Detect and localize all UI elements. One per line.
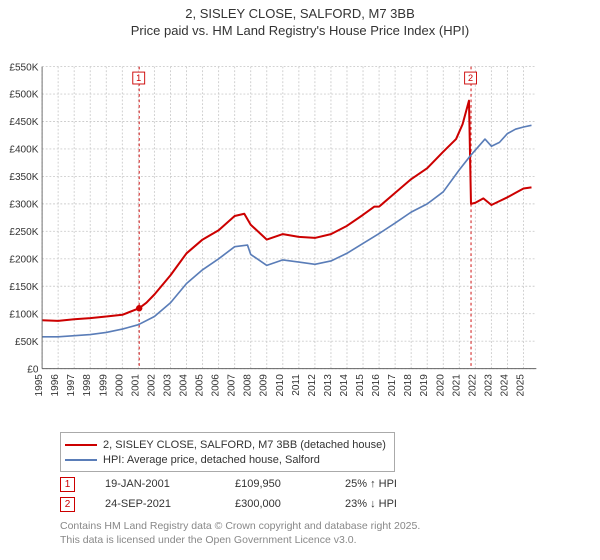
sale-delta: 25% ↑ HPI [345, 478, 465, 490]
sale-date: 19-JAN-2001 [105, 478, 235, 490]
svg-text:1999: 1999 [98, 374, 109, 397]
sale-marker-1: 1 [60, 477, 75, 492]
svg-text:£100K: £100K [9, 309, 38, 320]
attribution-line2: This data is licensed under the Open Gov… [60, 534, 420, 548]
title-line2: Price paid vs. HM Land Registry's House … [0, 23, 600, 40]
svg-text:2021: 2021 [451, 374, 462, 397]
attribution: Contains HM Land Registry data © Crown c… [60, 520, 420, 547]
svg-text:£450K: £450K [9, 117, 38, 128]
svg-text:2001: 2001 [130, 374, 141, 397]
svg-text:2014: 2014 [339, 374, 350, 397]
svg-text:£550K: £550K [9, 62, 38, 73]
svg-text:£0: £0 [27, 364, 39, 375]
svg-text:2011: 2011 [291, 374, 302, 396]
table-row: 1 19-JAN-2001 £109,950 25% ↑ HPI [60, 474, 465, 494]
svg-text:£500K: £500K [9, 90, 38, 101]
attribution-line1: Contains HM Land Registry data © Crown c… [60, 520, 420, 534]
title-line1: 2, SISLEY CLOSE, SALFORD, M7 3BB [0, 6, 600, 23]
svg-text:2022: 2022 [467, 374, 478, 397]
svg-text:£150K: £150K [9, 282, 38, 293]
legend-label-1: HPI: Average price, detached house, Salf… [103, 454, 320, 466]
svg-text:2000: 2000 [114, 374, 125, 397]
svg-text:1997: 1997 [66, 374, 77, 397]
legend-swatch-1 [65, 459, 97, 461]
legend-row: HPI: Average price, detached house, Salf… [65, 452, 386, 467]
svg-text:2015: 2015 [355, 374, 366, 397]
sale-marker-2: 2 [60, 497, 75, 512]
svg-text:£200K: £200K [9, 254, 38, 265]
svg-text:2013: 2013 [323, 374, 334, 397]
svg-text:2: 2 [468, 73, 473, 83]
svg-text:£50K: £50K [15, 337, 39, 348]
chart-svg: £0 £50K £100K £150K £200K £250K £300K £350K £400… [0, 50, 540, 420]
chart-container: 2, SISLEY CLOSE, SALFORD, M7 3BB Price p… [0, 0, 600, 560]
svg-text:2023: 2023 [483, 374, 494, 397]
table-row: 2 24-SEP-2021 £300,000 23% ↓ HPI [60, 494, 465, 514]
svg-text:2005: 2005 [195, 374, 206, 397]
svg-text:2020: 2020 [435, 374, 446, 397]
sale-idx: 1 [65, 479, 71, 490]
sale-date: 24-SEP-2021 [105, 498, 235, 510]
sale-idx: 2 [65, 499, 71, 510]
legend-label-0: 2, SISLEY CLOSE, SALFORD, M7 3BB (detach… [103, 439, 386, 451]
svg-text:1996: 1996 [50, 374, 61, 397]
title-block: 2, SISLEY CLOSE, SALFORD, M7 3BB Price p… [0, 0, 600, 40]
svg-text:2009: 2009 [259, 374, 270, 397]
svg-text:2024: 2024 [499, 374, 510, 397]
svg-text:1: 1 [136, 73, 141, 83]
svg-text:2007: 2007 [227, 374, 238, 397]
svg-text:2002: 2002 [146, 374, 157, 397]
svg-text:£350K: £350K [9, 172, 38, 183]
legend-box: 2, SISLEY CLOSE, SALFORD, M7 3BB (detach… [60, 432, 395, 472]
sale-price: £109,950 [235, 478, 345, 490]
svg-text:£250K: £250K [9, 227, 38, 238]
svg-text:2003: 2003 [162, 374, 173, 397]
sales-table: 1 19-JAN-2001 £109,950 25% ↑ HPI 2 24-SE… [60, 474, 465, 514]
chart-area: £0£50K£100K£150K£200K£250K£300K£350K£400… [46, 50, 586, 420]
svg-text:£400K: £400K [9, 145, 38, 156]
svg-text:2006: 2006 [211, 374, 222, 397]
svg-text:2010: 2010 [275, 374, 286, 397]
svg-text:2019: 2019 [419, 374, 430, 397]
svg-text:2004: 2004 [179, 374, 190, 397]
sale-delta: 23% ↓ HPI [345, 498, 465, 510]
legend-swatch-0 [65, 444, 97, 446]
sale-price: £300,000 [235, 498, 345, 510]
svg-text:£300K: £300K [9, 200, 38, 211]
svg-text:1995: 1995 [34, 374, 45, 397]
svg-text:2018: 2018 [403, 374, 414, 397]
svg-text:2016: 2016 [371, 374, 382, 397]
svg-text:2025: 2025 [516, 374, 527, 397]
legend-row: 2, SISLEY CLOSE, SALFORD, M7 3BB (detach… [65, 437, 386, 452]
svg-text:2012: 2012 [307, 374, 318, 397]
svg-text:1998: 1998 [82, 374, 93, 397]
svg-text:2017: 2017 [387, 374, 398, 397]
svg-text:2008: 2008 [243, 374, 254, 397]
